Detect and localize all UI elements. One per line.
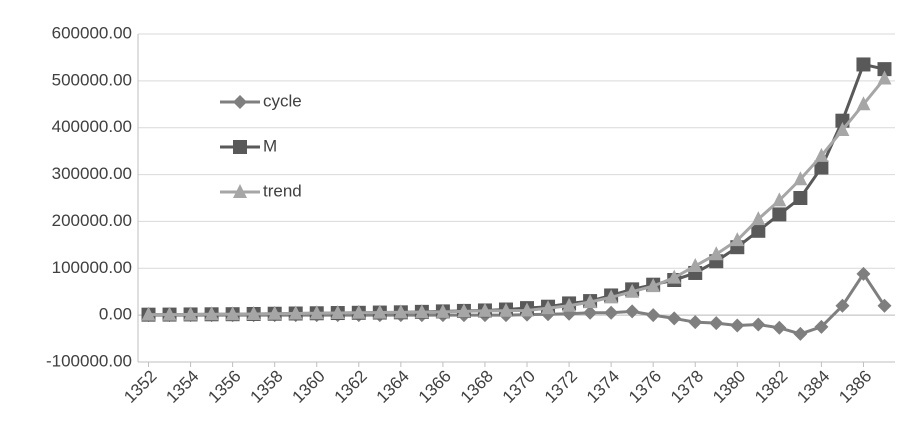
marker [856, 57, 870, 71]
marker [793, 191, 807, 205]
y-tick-label: 100000.00 [52, 258, 132, 277]
y-tick-label: 500000.00 [52, 70, 132, 89]
legend-label: trend [263, 181, 302, 200]
y-tick-label: 600000.00 [52, 23, 132, 42]
marker [772, 207, 786, 221]
y-tick-label: -100000.00 [46, 351, 132, 370]
chart: -100000.00 0.00 100000.00 200000.00 300000.0… [0, 0, 903, 448]
marker [233, 140, 247, 154]
y-tick-label: 200000.00 [52, 211, 132, 230]
legend-label: M [263, 136, 277, 155]
legend-label: cycle [263, 91, 302, 110]
page: -100000.00 0.00 100000.00 200000.00 300000.0… [0, 0, 903, 448]
y-tick-label: 300000.00 [52, 164, 132, 183]
y-tick-label: 400000.00 [52, 117, 132, 136]
y-tick-label: 0.00 [99, 305, 132, 324]
